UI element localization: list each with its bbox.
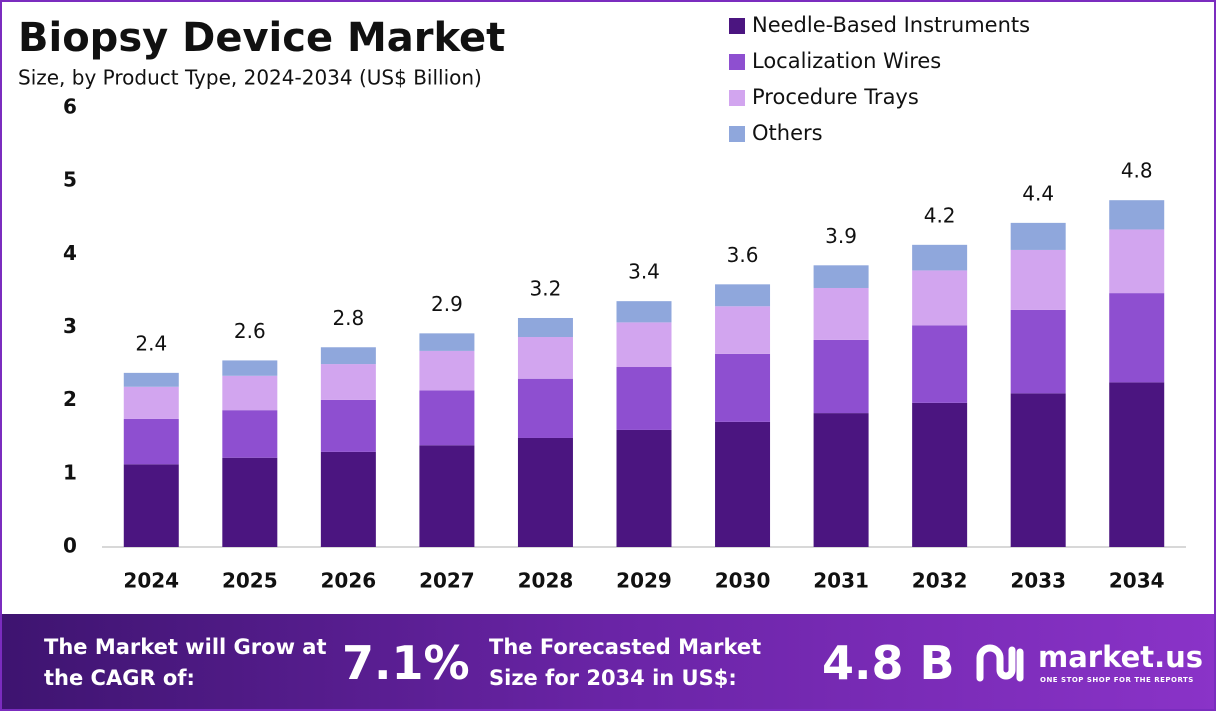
y-tick-label: 6 — [63, 95, 77, 119]
bar-segment — [222, 410, 278, 458]
total-label: 3.2 — [530, 276, 562, 300]
legend-swatch — [729, 54, 745, 70]
total-label: 3.9 — [825, 224, 857, 248]
total-label: 2.6 — [234, 319, 266, 343]
x-tick-label: 2025 — [222, 569, 278, 593]
forecast-label: The Forecasted Market Size for 2034 in U… — [489, 635, 762, 690]
bar-segment — [517, 317, 573, 338]
total-label: 3.4 — [628, 260, 660, 284]
bar-segment — [517, 337, 573, 379]
bar-segment — [616, 367, 672, 430]
bar-segment — [419, 333, 475, 351]
bar-segment — [123, 418, 179, 465]
x-tick-label: 2027 — [419, 569, 475, 593]
bar-segment — [320, 347, 376, 365]
bar-segment — [320, 399, 376, 452]
cagr-value: 7.1% — [342, 636, 470, 690]
bar-segment — [222, 457, 278, 547]
x-tick-label: 2029 — [616, 569, 672, 593]
cagr-label: The Market will Grow at the CAGR of: — [44, 635, 327, 690]
bar-segment — [715, 421, 771, 547]
x-tick-label: 2030 — [715, 569, 771, 593]
bar-segment — [616, 429, 672, 547]
forecast-value: 4.8 B — [822, 636, 955, 690]
legend-label: Others — [752, 121, 823, 145]
legend-label: Needle-Based Instruments — [752, 13, 1030, 37]
brand-name: market.us — [1038, 640, 1204, 674]
x-tick-label: 2028 — [518, 569, 574, 593]
y-tick-label: 2 — [63, 387, 77, 411]
brand-tagline: ONE STOP SHOP FOR THE REPORTS — [1040, 676, 1194, 684]
y-tick-label: 0 — [63, 534, 77, 558]
bar-segment — [813, 339, 869, 414]
total-label: 2.4 — [135, 331, 167, 355]
y-tick-label: 4 — [63, 241, 77, 265]
bar-segment — [320, 451, 376, 547]
y-tick-label: 1 — [63, 460, 77, 484]
chart: Biopsy Device Market Size, by Product Ty… — [18, 13, 1186, 593]
bar-segment — [813, 413, 869, 547]
total-label: 4.2 — [924, 203, 956, 227]
bar-segment — [715, 306, 771, 354]
x-tick-label: 2033 — [1010, 569, 1066, 593]
bar-segment — [123, 372, 179, 387]
bar-segment — [320, 364, 376, 400]
legend-swatch — [729, 126, 745, 142]
bar-segment — [813, 265, 869, 288]
bar-segment — [222, 375, 278, 411]
bar-segment — [1109, 229, 1165, 294]
bar-segment — [1109, 382, 1165, 547]
bar-segment — [1109, 200, 1165, 230]
y-tick-label: 3 — [63, 314, 77, 338]
bar-segment — [517, 437, 573, 547]
bar-segment — [123, 386, 179, 419]
bar-segment — [1010, 222, 1066, 250]
bar-segment — [912, 325, 968, 403]
footer-banner: The Market will Grow at the CAGR of: 7.1… — [2, 614, 1214, 709]
bar-segment — [912, 402, 968, 547]
total-label: 3.6 — [727, 243, 759, 267]
bar-segment — [912, 270, 968, 326]
bar-segment — [616, 322, 672, 368]
legend-swatch — [729, 18, 745, 34]
x-tick-label: 2034 — [1109, 569, 1165, 593]
bar-segment — [222, 360, 278, 376]
brand-icon — [976, 644, 1024, 682]
bar-segment — [715, 284, 771, 307]
bar-segment — [715, 353, 771, 422]
y-tick-label: 5 — [63, 168, 77, 192]
legend-swatch — [729, 90, 745, 106]
total-label: 4.8 — [1121, 159, 1153, 183]
x-tick-label: 2032 — [912, 569, 968, 593]
bar-segment — [813, 287, 869, 340]
bar-segment — [912, 244, 968, 271]
x-tick-label: 2024 — [123, 569, 179, 593]
bar-segment — [1109, 293, 1165, 383]
bar-segment — [1010, 249, 1066, 310]
total-label: 2.9 — [431, 292, 463, 316]
bar-segment — [419, 350, 475, 391]
x-tick-label: 2031 — [813, 569, 869, 593]
bar-segment — [1010, 393, 1066, 547]
x-tick-label: 2026 — [321, 569, 377, 593]
legend-label: Procedure Trays — [752, 85, 919, 109]
chart-subtitle: Size, by Product Type, 2024-2034 (US$ Bi… — [18, 66, 482, 90]
chart-title: Biopsy Device Market — [18, 15, 505, 61]
bar-segment — [1010, 309, 1066, 394]
bar-segment — [616, 301, 672, 323]
total-label: 2.8 — [332, 306, 364, 330]
bar-segment — [517, 378, 573, 438]
bar-segment — [123, 464, 179, 547]
total-label: 4.4 — [1022, 181, 1054, 205]
legend-label: Localization Wires — [752, 49, 941, 73]
bar-segment — [419, 445, 475, 547]
bar-segment — [419, 390, 475, 446]
